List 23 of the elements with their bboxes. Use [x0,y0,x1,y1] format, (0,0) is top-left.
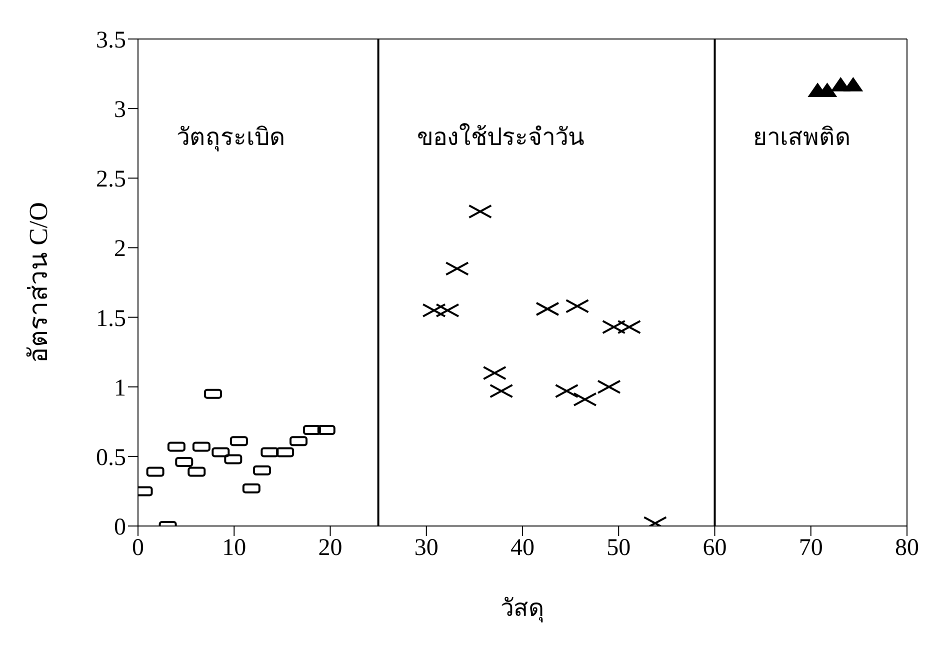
y-tick-label: 0.5 [96,444,126,471]
y-tick-label: 3.5 [96,28,126,54]
annotation: ยาเสพติด [753,124,852,151]
x-tick-label: 80 [895,535,919,562]
x-tick-label: 30 [414,535,438,562]
y-tick-label: 2 [114,236,126,262]
point [844,77,863,92]
x-tick-label: 70 [798,535,823,562]
y-tick-label: 3 [114,97,126,124]
x-tick-label: 0 [132,535,144,562]
x-tick-label: 50 [606,535,631,562]
x-tick-label: 10 [222,535,246,562]
x-tick-label: 20 [318,535,342,562]
annotation: วัตถุระเบิด [176,124,286,152]
x-tick-label: 60 [702,535,727,562]
y-tick-label: 2.5 [96,166,126,193]
y-axis-title: อัตราส่วน C/O [24,202,54,363]
annotation: ของใช้ประจำวัน [416,122,584,151]
y-tick-label: 1 [114,375,126,402]
x-axis-title: วัสดุ [500,596,544,623]
x-tick-label: 40 [510,535,534,562]
y-tick-label: 1.5 [96,306,126,332]
y-tick-label: 0 [114,514,126,541]
